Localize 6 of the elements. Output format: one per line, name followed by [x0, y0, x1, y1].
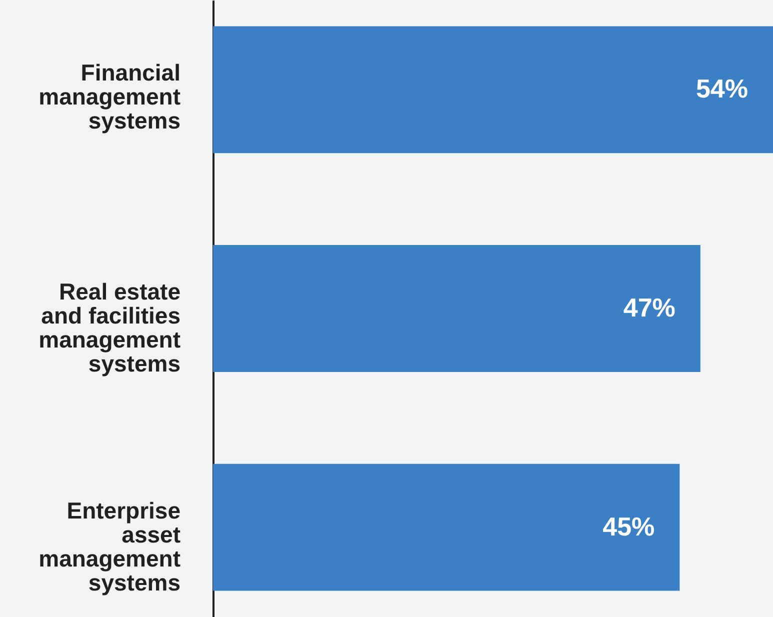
data-label: 45%	[602, 511, 655, 542]
y-tick-label: Real estate and facilities management systems	[38, 278, 181, 376]
y-tick-label: Enterprise asset management systems	[38, 497, 181, 596]
data-label: 47%	[623, 292, 676, 322]
data-label: 54%	[696, 74, 748, 104]
y-tick-label: Financial management systems	[38, 60, 181, 134]
